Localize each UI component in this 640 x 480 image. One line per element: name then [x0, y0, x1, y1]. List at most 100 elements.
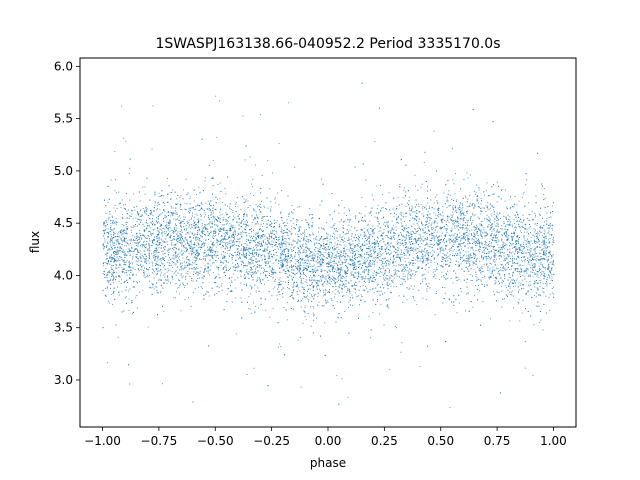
data-point [245, 235, 247, 237]
data-point [444, 238, 445, 239]
data-point [108, 300, 109, 302]
data-point [216, 238, 218, 240]
data-point [190, 245, 191, 247]
data-point [468, 225, 470, 227]
data-point [449, 250, 451, 252]
data-point [463, 220, 465, 222]
data-point [188, 226, 190, 228]
data-point [410, 250, 412, 251]
data-point [286, 232, 288, 234]
data-point [305, 240, 307, 242]
data-point [528, 260, 530, 262]
data-point [529, 259, 530, 261]
data-point [509, 208, 511, 210]
data-point [285, 257, 286, 259]
data-point [323, 277, 325, 279]
data-point [532, 256, 534, 258]
data-point [276, 219, 278, 221]
data-point [376, 300, 378, 302]
data-point [237, 245, 239, 247]
data-point [405, 246, 407, 247]
data-point [362, 289, 364, 291]
data-point [246, 268, 248, 270]
data-point [185, 233, 187, 235]
data-point [245, 249, 247, 251]
data-point [123, 224, 125, 226]
data-point [144, 246, 146, 248]
data-point [322, 295, 324, 297]
data-point [109, 213, 111, 215]
data-point [499, 249, 501, 251]
data-point [106, 287, 108, 289]
data-point [456, 240, 458, 242]
data-point [427, 226, 429, 228]
data-point [457, 277, 459, 278]
data-point [195, 224, 196, 225]
data-point [524, 269, 526, 271]
data-point [524, 341, 526, 342]
data-point [121, 216, 123, 218]
data-point [334, 238, 335, 240]
data-point [188, 243, 190, 245]
data-point [433, 212, 435, 214]
data-point [278, 279, 280, 281]
data-point [158, 239, 160, 241]
data-point [373, 233, 375, 235]
data-point [489, 219, 491, 221]
data-point [165, 255, 167, 257]
data-point [142, 208, 144, 210]
data-point [139, 209, 141, 211]
data-point [426, 288, 428, 290]
data-point [507, 289, 509, 291]
data-point [377, 225, 379, 227]
data-point [151, 222, 153, 224]
data-point [171, 229, 173, 231]
data-point [471, 280, 473, 282]
data-point [526, 272, 528, 274]
data-point [198, 244, 200, 246]
data-point [377, 283, 379, 285]
data-point [154, 228, 156, 230]
data-point [214, 209, 216, 210]
data-point [390, 237, 392, 239]
data-point [355, 257, 357, 259]
data-point [184, 202, 186, 204]
data-point [513, 307, 514, 309]
data-point [281, 246, 283, 248]
data-point [404, 249, 406, 251]
data-point [110, 249, 112, 251]
data-point [445, 221, 447, 223]
data-point [414, 262, 416, 264]
data-point [434, 221, 436, 223]
data-point [414, 229, 416, 231]
data-point [280, 216, 282, 218]
data-point [435, 214, 437, 216]
data-point [400, 264, 402, 266]
data-point [433, 257, 435, 259]
data-point [134, 268, 136, 270]
data-point [483, 227, 485, 229]
data-point [273, 233, 275, 235]
data-point [478, 218, 480, 220]
data-point [336, 264, 338, 266]
data-point [369, 259, 371, 261]
data-point [209, 202, 211, 204]
data-point [413, 232, 415, 234]
data-point [442, 215, 444, 217]
data-point [532, 374, 534, 376]
data-point [526, 228, 528, 230]
data-point [281, 242, 283, 244]
data-point [386, 246, 388, 248]
data-point [507, 285, 509, 287]
data-point [139, 237, 140, 239]
data-point [227, 249, 229, 251]
data-point [346, 215, 347, 216]
data-point [184, 228, 185, 230]
data-point [520, 244, 522, 246]
data-point [364, 260, 366, 262]
data-point [126, 260, 128, 262]
data-point [361, 257, 363, 259]
data-point [224, 248, 226, 250]
data-point [205, 202, 207, 204]
